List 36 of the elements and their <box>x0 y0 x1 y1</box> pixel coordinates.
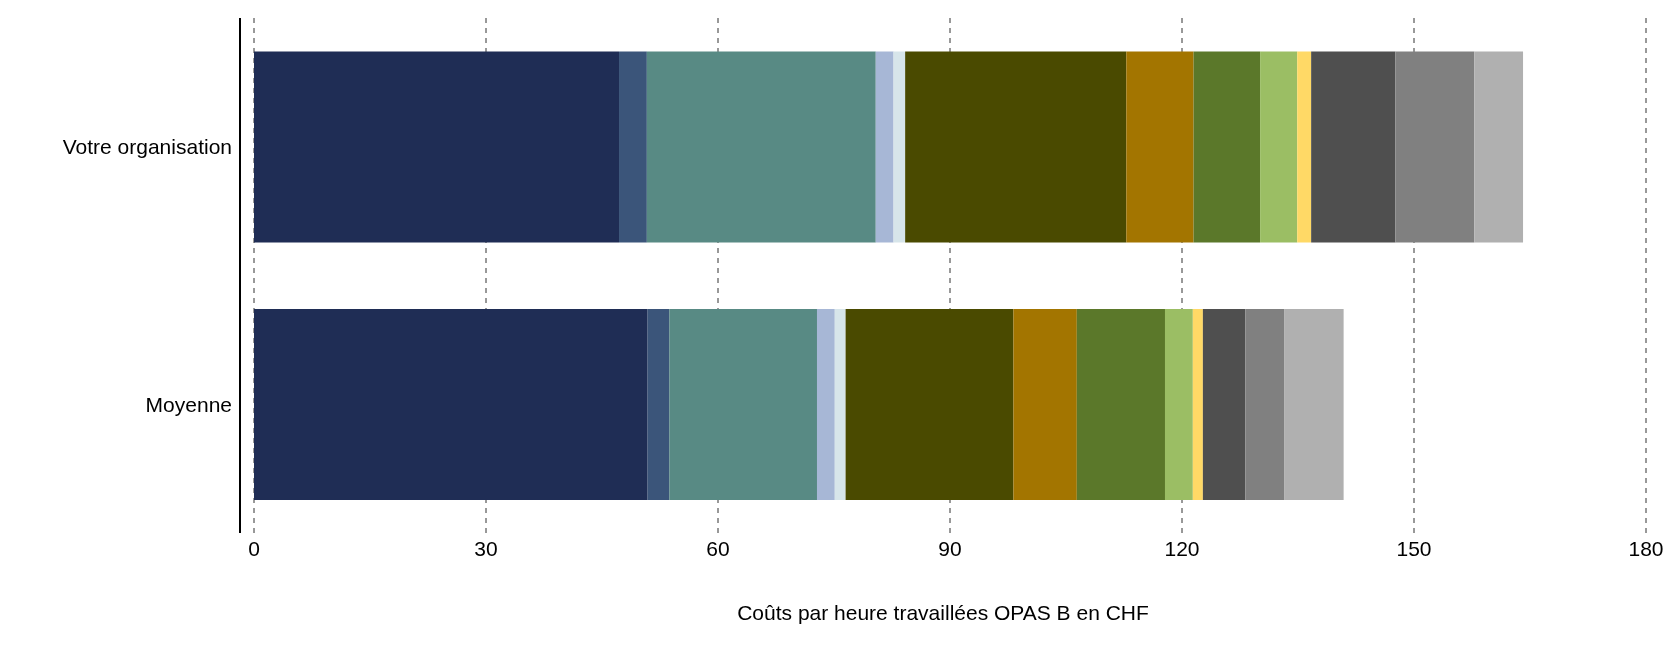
bar <box>1395 51 1475 243</box>
bar <box>875 51 894 243</box>
bar <box>1297 51 1312 243</box>
bar <box>1311 51 1396 243</box>
x-tick-label: 180 <box>1628 536 1664 560</box>
bar <box>1193 51 1261 243</box>
bar <box>1474 51 1524 243</box>
bar <box>1245 308 1285 500</box>
y-tick-label: Votre organisation <box>62 135 232 159</box>
bar <box>647 308 670 500</box>
bar <box>1126 51 1194 243</box>
bar <box>1076 308 1165 500</box>
bar <box>1164 308 1193 500</box>
bar <box>1260 51 1298 243</box>
bar <box>669 308 817 500</box>
y-tick-label: Moyenne <box>145 392 232 416</box>
bar <box>905 51 1127 243</box>
x-tick-label: 150 <box>1396 536 1432 560</box>
x-tick-label: 120 <box>1164 536 1200 560</box>
bar <box>1284 308 1344 500</box>
x-tick-label: 30 <box>474 536 498 560</box>
bar <box>1192 308 1203 500</box>
bar <box>254 51 620 243</box>
x-axis-title: Coûts par heure travaillées OPAS B en CHF <box>737 601 1149 624</box>
bar <box>646 51 876 243</box>
bar <box>845 308 1014 500</box>
bar <box>1013 308 1077 500</box>
bar <box>834 308 846 500</box>
x-tick-label: 60 <box>706 536 730 560</box>
bar <box>1202 308 1246 500</box>
bar <box>254 308 648 500</box>
bar <box>893 51 906 243</box>
x-tick-label: 90 <box>938 536 962 560</box>
bar <box>619 51 647 243</box>
x-tick-label: 0 <box>248 536 260 560</box>
bar <box>816 308 835 500</box>
